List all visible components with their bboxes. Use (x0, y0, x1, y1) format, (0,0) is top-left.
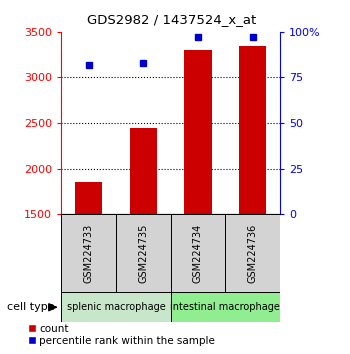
Bar (61, 292, 171, 322)
Text: cell type: cell type (7, 302, 55, 312)
Text: GSM224736: GSM224736 (248, 223, 258, 283)
Bar (239, 46, 266, 214)
Bar (130, 127, 157, 214)
Text: GDS2982 / 1437524_x_at: GDS2982 / 1437524_x_at (87, 13, 256, 27)
Bar (171, 214, 225, 292)
Text: intestinal macrophage: intestinal macrophage (170, 302, 280, 312)
Legend: count, percentile rank within the sample: count, percentile rank within the sample (28, 324, 215, 346)
Text: GSM224733: GSM224733 (84, 223, 93, 283)
Text: splenic macrophage: splenic macrophage (66, 302, 165, 312)
Text: GSM224735: GSM224735 (138, 223, 148, 283)
Bar (184, 50, 212, 214)
Bar (61, 214, 116, 292)
Bar (75, 182, 102, 214)
Bar (225, 214, 280, 292)
Text: GSM224734: GSM224734 (193, 223, 203, 283)
Bar (116, 214, 171, 292)
Bar (171, 292, 280, 322)
